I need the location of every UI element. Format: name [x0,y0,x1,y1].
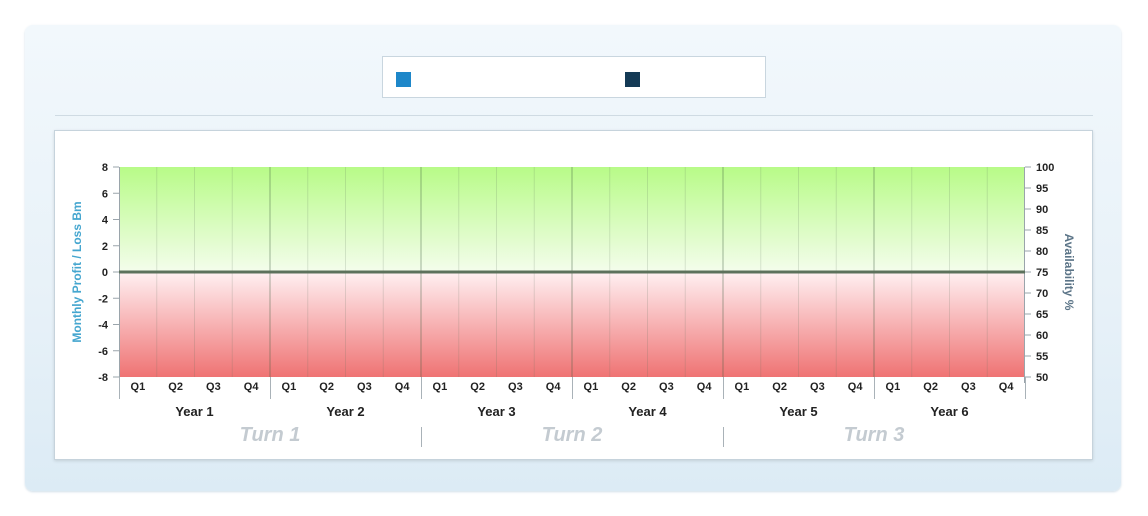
y-tick-label: 4 [102,215,109,227]
year-label: Year 6 [930,404,968,419]
y2-tick-label: 85 [1036,225,1048,237]
year-label: Year 1 [175,404,213,419]
x-tick-label: Q4 [546,381,562,393]
y-tick-label: -2 [98,293,108,305]
year-label: Year 4 [628,404,667,419]
turn-label: Turn 2 [542,424,603,446]
y2-tick-label: 90 [1036,204,1048,216]
turn-label: Turn 3 [844,424,905,446]
y2-axis-title: Availability % [1062,234,1076,311]
x-tick-label: Q4 [244,381,260,393]
chart-panel: 8 6 4 2 0 -2 -4 -6 -8 100 95 90 85 80 75 70 65 60 55 50 Q1 Q2… [54,130,1093,460]
legend-swatch-series-1[interactable] [396,72,411,87]
x-tick-label: Q4 [999,381,1015,393]
year-label: Year 3 [477,404,515,419]
y2-tick-label: 80 [1036,246,1048,258]
legend-divider [55,115,1093,116]
y2-tick-label: 65 [1036,309,1048,321]
x-tick-label: Q3 [357,381,372,393]
y-tick-label: -8 [98,372,108,384]
loss-zone [119,272,1025,377]
x-tick-label: Q2 [319,381,334,393]
profit-zone [119,167,1025,272]
x-tick-label: Q2 [168,381,183,393]
y2-tick-label: 100 [1036,162,1054,174]
y2-tick-label: 95 [1036,183,1048,195]
x-tick-label: Q1 [735,381,750,393]
x-tick-label: Q2 [470,381,485,393]
y2-tick-label: 75 [1036,267,1048,279]
x-tick-label: Q4 [848,381,864,393]
y-tick-label: 2 [102,241,108,253]
y-tick-label: 8 [102,162,108,174]
y2-tick-label: 50 [1036,372,1048,384]
x-tick-label: Q2 [923,381,938,393]
y2-tick-label: 60 [1036,330,1048,342]
y-tick-label: 6 [102,188,108,200]
legend-swatch-series-2[interactable] [625,72,640,87]
y2-tick-label: 70 [1036,288,1048,300]
x-tick-label: Q3 [961,381,976,393]
x-tick-label: Q3 [659,381,674,393]
y-axis-title: Monthly Profit / Loss Bm [70,201,84,342]
x-tick-label: Q1 [282,381,297,393]
x-tick-label: Q1 [886,381,901,393]
y-tick-label: -6 [98,346,108,358]
x-tick-label: Q1 [584,381,599,393]
y-tick-label: 0 [102,267,108,279]
year-label: Year 5 [779,404,817,419]
x-tick-label: Q3 [508,381,523,393]
turn-label: Turn 1 [240,424,301,446]
year-label: Year 2 [326,404,364,419]
chart-legend [382,56,766,98]
profit-availability-chart: 8 6 4 2 0 -2 -4 -6 -8 100 95 90 85 80 75 70 65 60 55 50 Q1 Q2… [70,162,1076,447]
x-tick-label: Q4 [395,381,411,393]
x-tick-label: Q4 [697,381,713,393]
x-tick-label: Q3 [206,381,221,393]
x-tick-label: Q2 [772,381,787,393]
x-tick-label: Q2 [621,381,636,393]
x-tick-label: Q1 [131,381,146,393]
x-tick-label: Q3 [810,381,825,393]
y-tick-label: -4 [98,320,109,332]
x-tick-label: Q1 [433,381,448,393]
y2-tick-label: 55 [1036,351,1048,363]
